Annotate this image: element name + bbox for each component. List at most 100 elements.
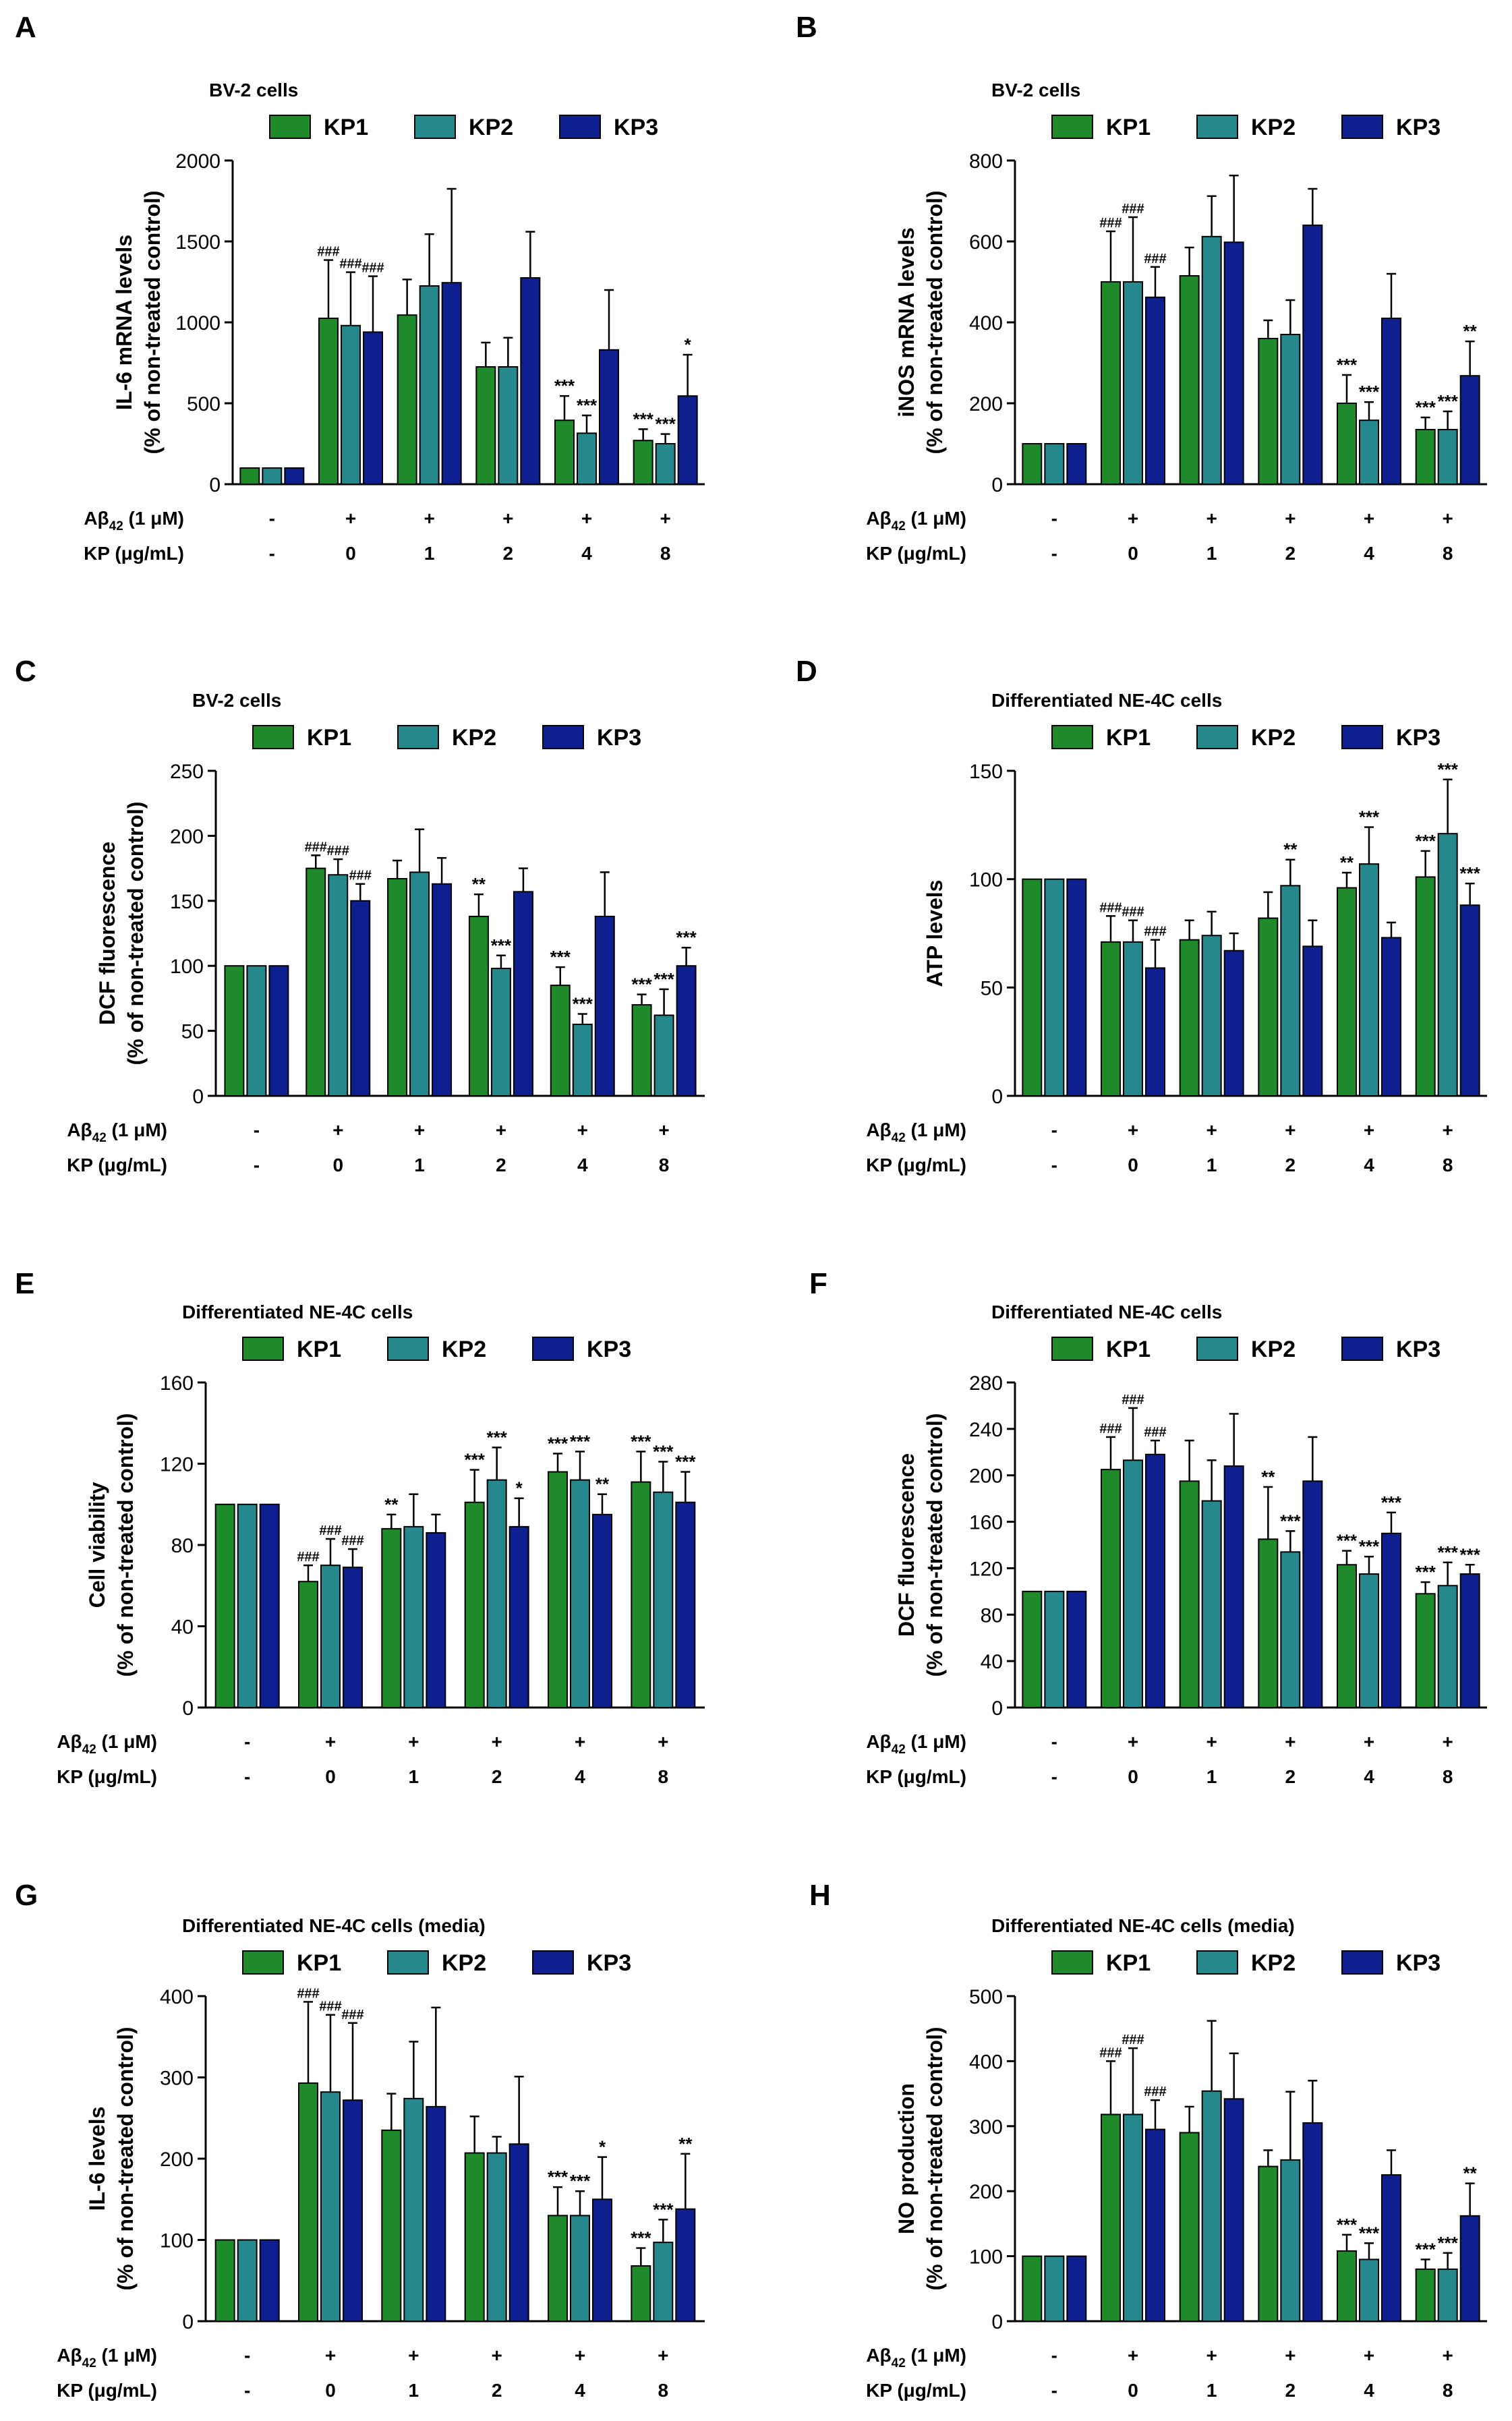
abeta-value: + (1364, 508, 1374, 529)
bar-kp1 (318, 318, 339, 485)
kp-value: 8 (658, 1766, 669, 1787)
y-axis-label: ATP levels (923, 880, 947, 987)
bar-kp2 (1359, 1573, 1379, 1708)
abeta-value: - (244, 2345, 250, 2366)
significance-mark: *** (577, 395, 598, 415)
abeta-value: + (575, 1731, 585, 1752)
abeta-value: - (1051, 1731, 1057, 1752)
kp-value: - (244, 1766, 250, 1787)
abeta-value: + (581, 508, 592, 529)
y-tick-label: 600 (969, 231, 1003, 254)
abeta-value: + (1285, 2345, 1296, 2366)
bar-kp1 (1415, 2268, 1436, 2322)
kp-row-label: KP (μg/mL) (866, 1155, 966, 1175)
bar-kp1 (554, 419, 575, 486)
bar-kp2 (1359, 419, 1379, 486)
bar-kp3 (1223, 950, 1244, 1097)
significance-mark: *** (554, 376, 575, 396)
kp-value: - (269, 543, 275, 564)
kp-value: 4 (577, 1155, 588, 1175)
abeta-value: + (408, 2345, 419, 2366)
legend-swatch-kp2 (1196, 1950, 1238, 1975)
bar-kp1 (631, 2265, 651, 2323)
y-axis-label: Cell viability (85, 1482, 109, 1608)
abeta-value: + (577, 1119, 588, 1140)
legend-label-kp1: KP1 (1106, 1950, 1151, 1976)
significance-mark: ### (297, 1550, 319, 1565)
significance-mark: *** (1359, 2223, 1380, 2243)
bar-kp3 (1459, 1573, 1480, 1708)
bar-kp1 (1337, 887, 1357, 1097)
significance-mark: *** (491, 935, 512, 956)
legend-label-kp1: KP1 (307, 725, 351, 751)
y-axis-label-sub: (% of non-treated control) (923, 190, 947, 454)
bar-kp2 (1201, 235, 1222, 485)
panel-letter: H (809, 1879, 831, 1912)
y-tick-label: 300 (969, 2116, 1003, 2138)
significance-mark: *** (486, 1427, 507, 1447)
kp-value: 2 (1285, 1766, 1296, 1787)
legend-swatch-kp1 (252, 725, 294, 749)
kp-value: 4 (1364, 1766, 1374, 1787)
bar-kp1 (1337, 403, 1357, 485)
y-tick-label: 50 (181, 1021, 204, 1043)
y-tick-label: 200 (170, 825, 204, 848)
chart-title: Differentiated NE-4C cells (991, 1302, 1222, 1322)
kp-row-label: KP (μg/mL) (866, 1766, 966, 1787)
kp-value: 2 (1285, 2380, 1296, 2401)
significance-mark: ### (361, 261, 384, 276)
kp-value: 0 (1128, 2380, 1138, 2401)
y-tick-label: 400 (969, 312, 1003, 334)
kp-value: 1 (414, 1155, 425, 1175)
kp-value: - (254, 1155, 260, 1175)
bar-kp1 (239, 467, 260, 485)
y-tick-label: 1500 (175, 231, 221, 254)
abeta-row-label: Aβ42 (1 μM) (866, 1731, 966, 1757)
significance-mark: ### (341, 1534, 364, 1548)
significance-mark: ### (1122, 202, 1144, 216)
bar-kp2 (570, 2215, 590, 2323)
bar-kp1 (306, 867, 326, 1097)
legend-label-kp3: KP3 (597, 725, 641, 751)
significance-mark: ### (1099, 2045, 1122, 2060)
panel-a: A BV-2 cells KP1 KP2 KP3 0 500 1000 1500 2000 IL-6… (15, 11, 705, 564)
y-tick-label: 150 (969, 761, 1003, 783)
panel-letter: D (796, 655, 817, 688)
legend-label-kp3: KP3 (1396, 115, 1441, 140)
bar-kp2 (1201, 2090, 1222, 2322)
legend-swatch-kp2 (397, 725, 439, 749)
bar-kp1 (1258, 917, 1279, 1097)
abeta-value: + (1364, 1731, 1374, 1752)
kp-value: 1 (1206, 1766, 1217, 1787)
abeta-value: + (1128, 2345, 1138, 2366)
abeta-value: + (1442, 1731, 1453, 1752)
bar-kp3 (1302, 945, 1323, 1097)
significance-mark: *** (464, 1450, 485, 1470)
bar-kp2 (1201, 1500, 1222, 1708)
bar-kp3 (513, 891, 533, 1097)
bar-kp2 (1280, 334, 1301, 485)
legend-swatch-kp3 (1341, 725, 1383, 749)
bar-kp1 (1258, 1538, 1279, 1708)
bar-kp2 (1359, 863, 1379, 1097)
bar-kp1 (224, 965, 245, 1097)
bar-kp2 (1437, 833, 1458, 1097)
significance-mark: *** (1437, 1542, 1458, 1563)
y-tick-label: 50 (981, 977, 1003, 999)
abeta-value: + (1442, 2345, 1453, 2366)
y-tick-label: 200 (969, 2181, 1003, 2203)
legend-swatch-kp3 (559, 115, 601, 139)
abeta-value: + (1128, 1119, 1138, 1140)
kp-value: 8 (1443, 1766, 1453, 1787)
kp-value: 1 (424, 543, 435, 564)
bar-kp1 (381, 1527, 402, 1708)
bar-kp1 (1337, 1564, 1357, 1709)
abeta-row-label: Aβ42 (1 μM) (84, 508, 184, 533)
significance-mark: *** (573, 994, 593, 1014)
legend-label-kp3: KP3 (614, 115, 658, 140)
legend-swatch-kp1 (1051, 725, 1093, 749)
y-tick-label: 160 (969, 1512, 1003, 1534)
y-tick-label: 200 (969, 1465, 1003, 1488)
bar-kp2 (403, 1525, 424, 1708)
bar-kp2 (572, 1023, 593, 1097)
